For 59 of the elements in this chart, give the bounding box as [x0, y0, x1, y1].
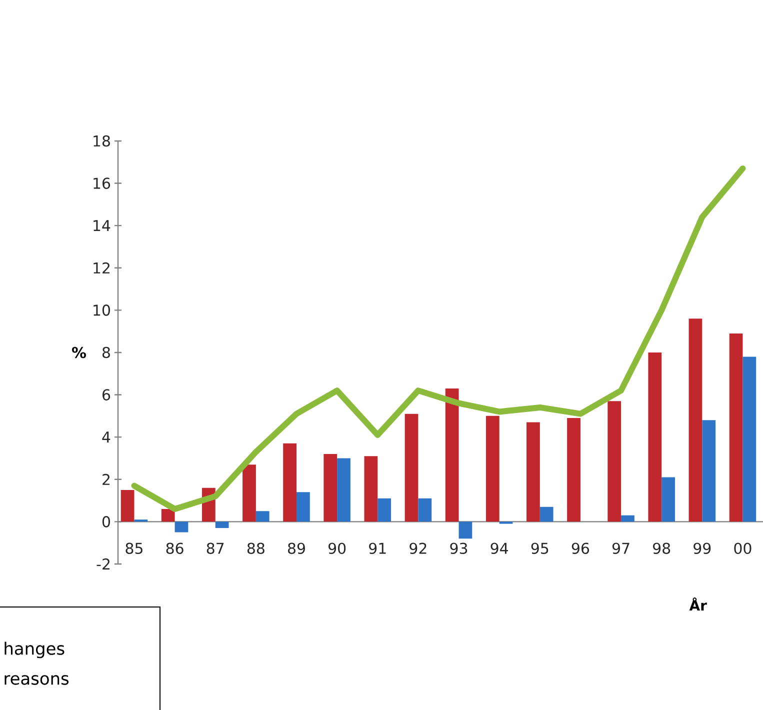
x-tick-label: 89: [288, 542, 305, 554]
bar: [445, 388, 459, 522]
bar: [526, 422, 540, 522]
x-tick-label: 88: [247, 542, 264, 554]
bar: [688, 318, 702, 522]
bar: [242, 464, 256, 522]
y-axis-title: %: [72, 346, 86, 358]
x-tick-label: 90: [328, 542, 346, 554]
y-tick-label: 4: [102, 432, 110, 443]
bar: [742, 356, 756, 522]
y-tick-label: 14: [94, 220, 110, 232]
text: hanges: [4, 642, 64, 658]
y-tick-label: 16: [94, 178, 110, 189]
x-tick-label: 92: [410, 542, 426, 554]
bar: [283, 443, 296, 522]
bar: [364, 456, 378, 522]
x-tick-label: 94: [490, 542, 508, 554]
bar: [418, 498, 432, 522]
bar: [256, 511, 270, 522]
bar: [215, 522, 229, 528]
bar: [458, 522, 472, 539]
bar: [662, 477, 675, 522]
y-tick-label: 6: [102, 389, 110, 400]
x-tick-label: 85: [126, 542, 142, 554]
bar: [540, 506, 554, 522]
x-tick-label: 87: [206, 542, 224, 554]
x-tick-label: 96: [572, 542, 590, 554]
bar: [648, 352, 662, 522]
bar: [378, 498, 392, 522]
y-tick-label: 10: [94, 304, 110, 316]
bar: [702, 420, 716, 522]
y-tick-label: -2: [96, 558, 110, 570]
x-tick-label: 97: [612, 542, 630, 554]
x-tick-label: 95: [531, 542, 548, 554]
bar: [324, 454, 338, 522]
x-tick-label: 00: [734, 542, 752, 554]
bar: [296, 492, 310, 522]
bar: [621, 515, 634, 522]
y-tick-label: 2: [102, 474, 110, 485]
x-tick-label: 93: [450, 542, 468, 554]
y-tick-label: 8: [102, 346, 110, 358]
bar: [729, 333, 743, 522]
x-axis-title: År: [689, 598, 707, 610]
x-tick-label: 86: [166, 542, 184, 554]
x-tick-label: 91: [369, 542, 386, 554]
bar: [404, 414, 418, 522]
y-tick-label: 12: [94, 262, 110, 274]
bar: [120, 490, 134, 522]
bar: [161, 508, 175, 522]
bar: [567, 418, 580, 522]
x-tick-label: 99: [694, 542, 711, 554]
bar: [608, 401, 622, 522]
bar: [486, 416, 500, 522]
bar: [337, 458, 350, 522]
x-tick-label: 98: [653, 542, 670, 554]
y-tick-label: 0: [102, 516, 110, 528]
y-tick-label: 18: [94, 135, 110, 147]
text: reasons: [4, 675, 69, 685]
bar: [174, 522, 188, 532]
